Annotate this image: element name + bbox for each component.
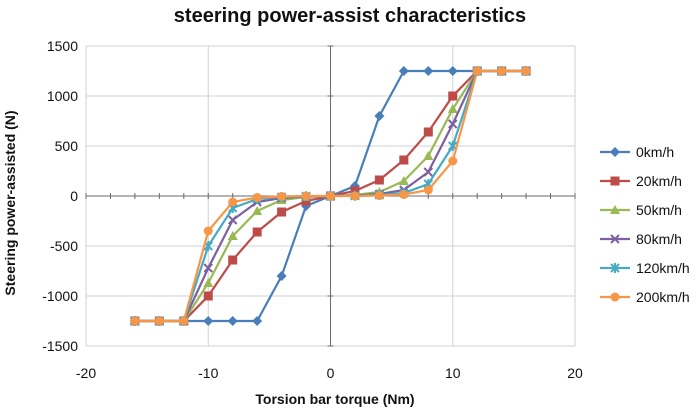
legend-item: 120km/h: [600, 260, 690, 276]
data-point: [497, 66, 507, 76]
y-tick-label: 500: [55, 138, 79, 154]
data-point: [521, 66, 531, 76]
legend-marker: [610, 147, 620, 157]
tick-labels: -1500 -1000 -500 0 500 1000 1500 -20 -10 0 10 20: [42, 38, 583, 381]
plot-series: [129, 66, 532, 326]
legend: 0km/h 20km/h 50km/h 80km/h 120km/h 200km/h: [600, 144, 690, 305]
data-point: [374, 191, 384, 200]
data-point: [423, 167, 434, 177]
data-point: [203, 316, 214, 326]
data-point: [203, 278, 214, 287]
legend-item: 20km/h: [600, 173, 682, 189]
data-point: [399, 155, 409, 165]
legend-marker: [610, 292, 620, 302]
data-point: [350, 191, 360, 201]
legend-item: 50km/h: [600, 202, 682, 218]
data-point: [252, 316, 263, 326]
legend-label: 50km/h: [636, 202, 682, 218]
legend-label: 0km/h: [636, 144, 674, 160]
data-point: [374, 111, 385, 121]
x-tick-label: -10: [198, 365, 218, 381]
data-point: [227, 215, 238, 225]
legend-marker: [610, 263, 620, 273]
data-point: [374, 175, 384, 185]
data-point: [276, 271, 287, 281]
legend-marker: [610, 176, 620, 186]
y-tick-label: -500: [50, 238, 78, 254]
x-axis-label: Torsion bar torque (Nm): [255, 391, 414, 407]
data-point: [203, 291, 213, 301]
data-point: [301, 191, 311, 201]
data-point: [447, 104, 458, 113]
data-point: [448, 91, 458, 101]
legend-item: 80km/h: [600, 231, 682, 247]
y-axis-label: Steering power-assisted (N): [2, 110, 18, 295]
y-tick-label: 1000: [47, 88, 78, 104]
data-point: [227, 231, 238, 240]
y-tick-label: 0: [70, 188, 78, 204]
data-point: [398, 66, 409, 76]
data-point: [423, 151, 434, 160]
data-point: [154, 316, 164, 326]
legend-marker: [610, 205, 620, 214]
data-point: [203, 263, 213, 273]
legend-label: 120km/h: [636, 260, 690, 276]
legend-item: 0km/h: [600, 144, 674, 160]
data-point: [130, 316, 140, 326]
series-200km-h: [130, 66, 531, 326]
y-tick-label: -1500: [42, 338, 78, 354]
legend-item: 200km/h: [600, 289, 690, 305]
data-point: [252, 193, 262, 202]
data-point: [448, 119, 458, 129]
x-tick-label: 10: [445, 365, 461, 381]
y-tick-label: -1000: [42, 288, 78, 304]
legend-marker: [610, 234, 620, 244]
data-point: [398, 176, 409, 185]
data-point: [252, 227, 262, 237]
x-tick-label: -20: [76, 365, 96, 381]
data-point: [228, 197, 238, 207]
legend-label: 80km/h: [636, 231, 682, 247]
data-point: [326, 191, 335, 201]
data-point: [227, 316, 238, 326]
data-point: [277, 192, 287, 201]
legend-label: 200km/h: [636, 289, 690, 305]
data-point: [399, 190, 409, 199]
data-point: [228, 255, 238, 265]
data-point: [203, 226, 213, 236]
chart-title: steering power-assist characteristics: [174, 5, 526, 27]
legend-label: 20km/h: [636, 173, 682, 189]
data-point: [423, 185, 433, 195]
data-point: [447, 66, 458, 76]
data-point: [179, 316, 189, 326]
data-point: [472, 66, 482, 76]
data-point: [252, 206, 263, 215]
x-tick-label: 0: [327, 365, 335, 381]
y-tick-label: 1500: [47, 38, 78, 54]
x-tick-label: 20: [567, 365, 583, 381]
data-point: [277, 207, 287, 217]
data-point: [423, 127, 433, 137]
data-point: [448, 156, 458, 166]
data-point: [423, 66, 434, 76]
